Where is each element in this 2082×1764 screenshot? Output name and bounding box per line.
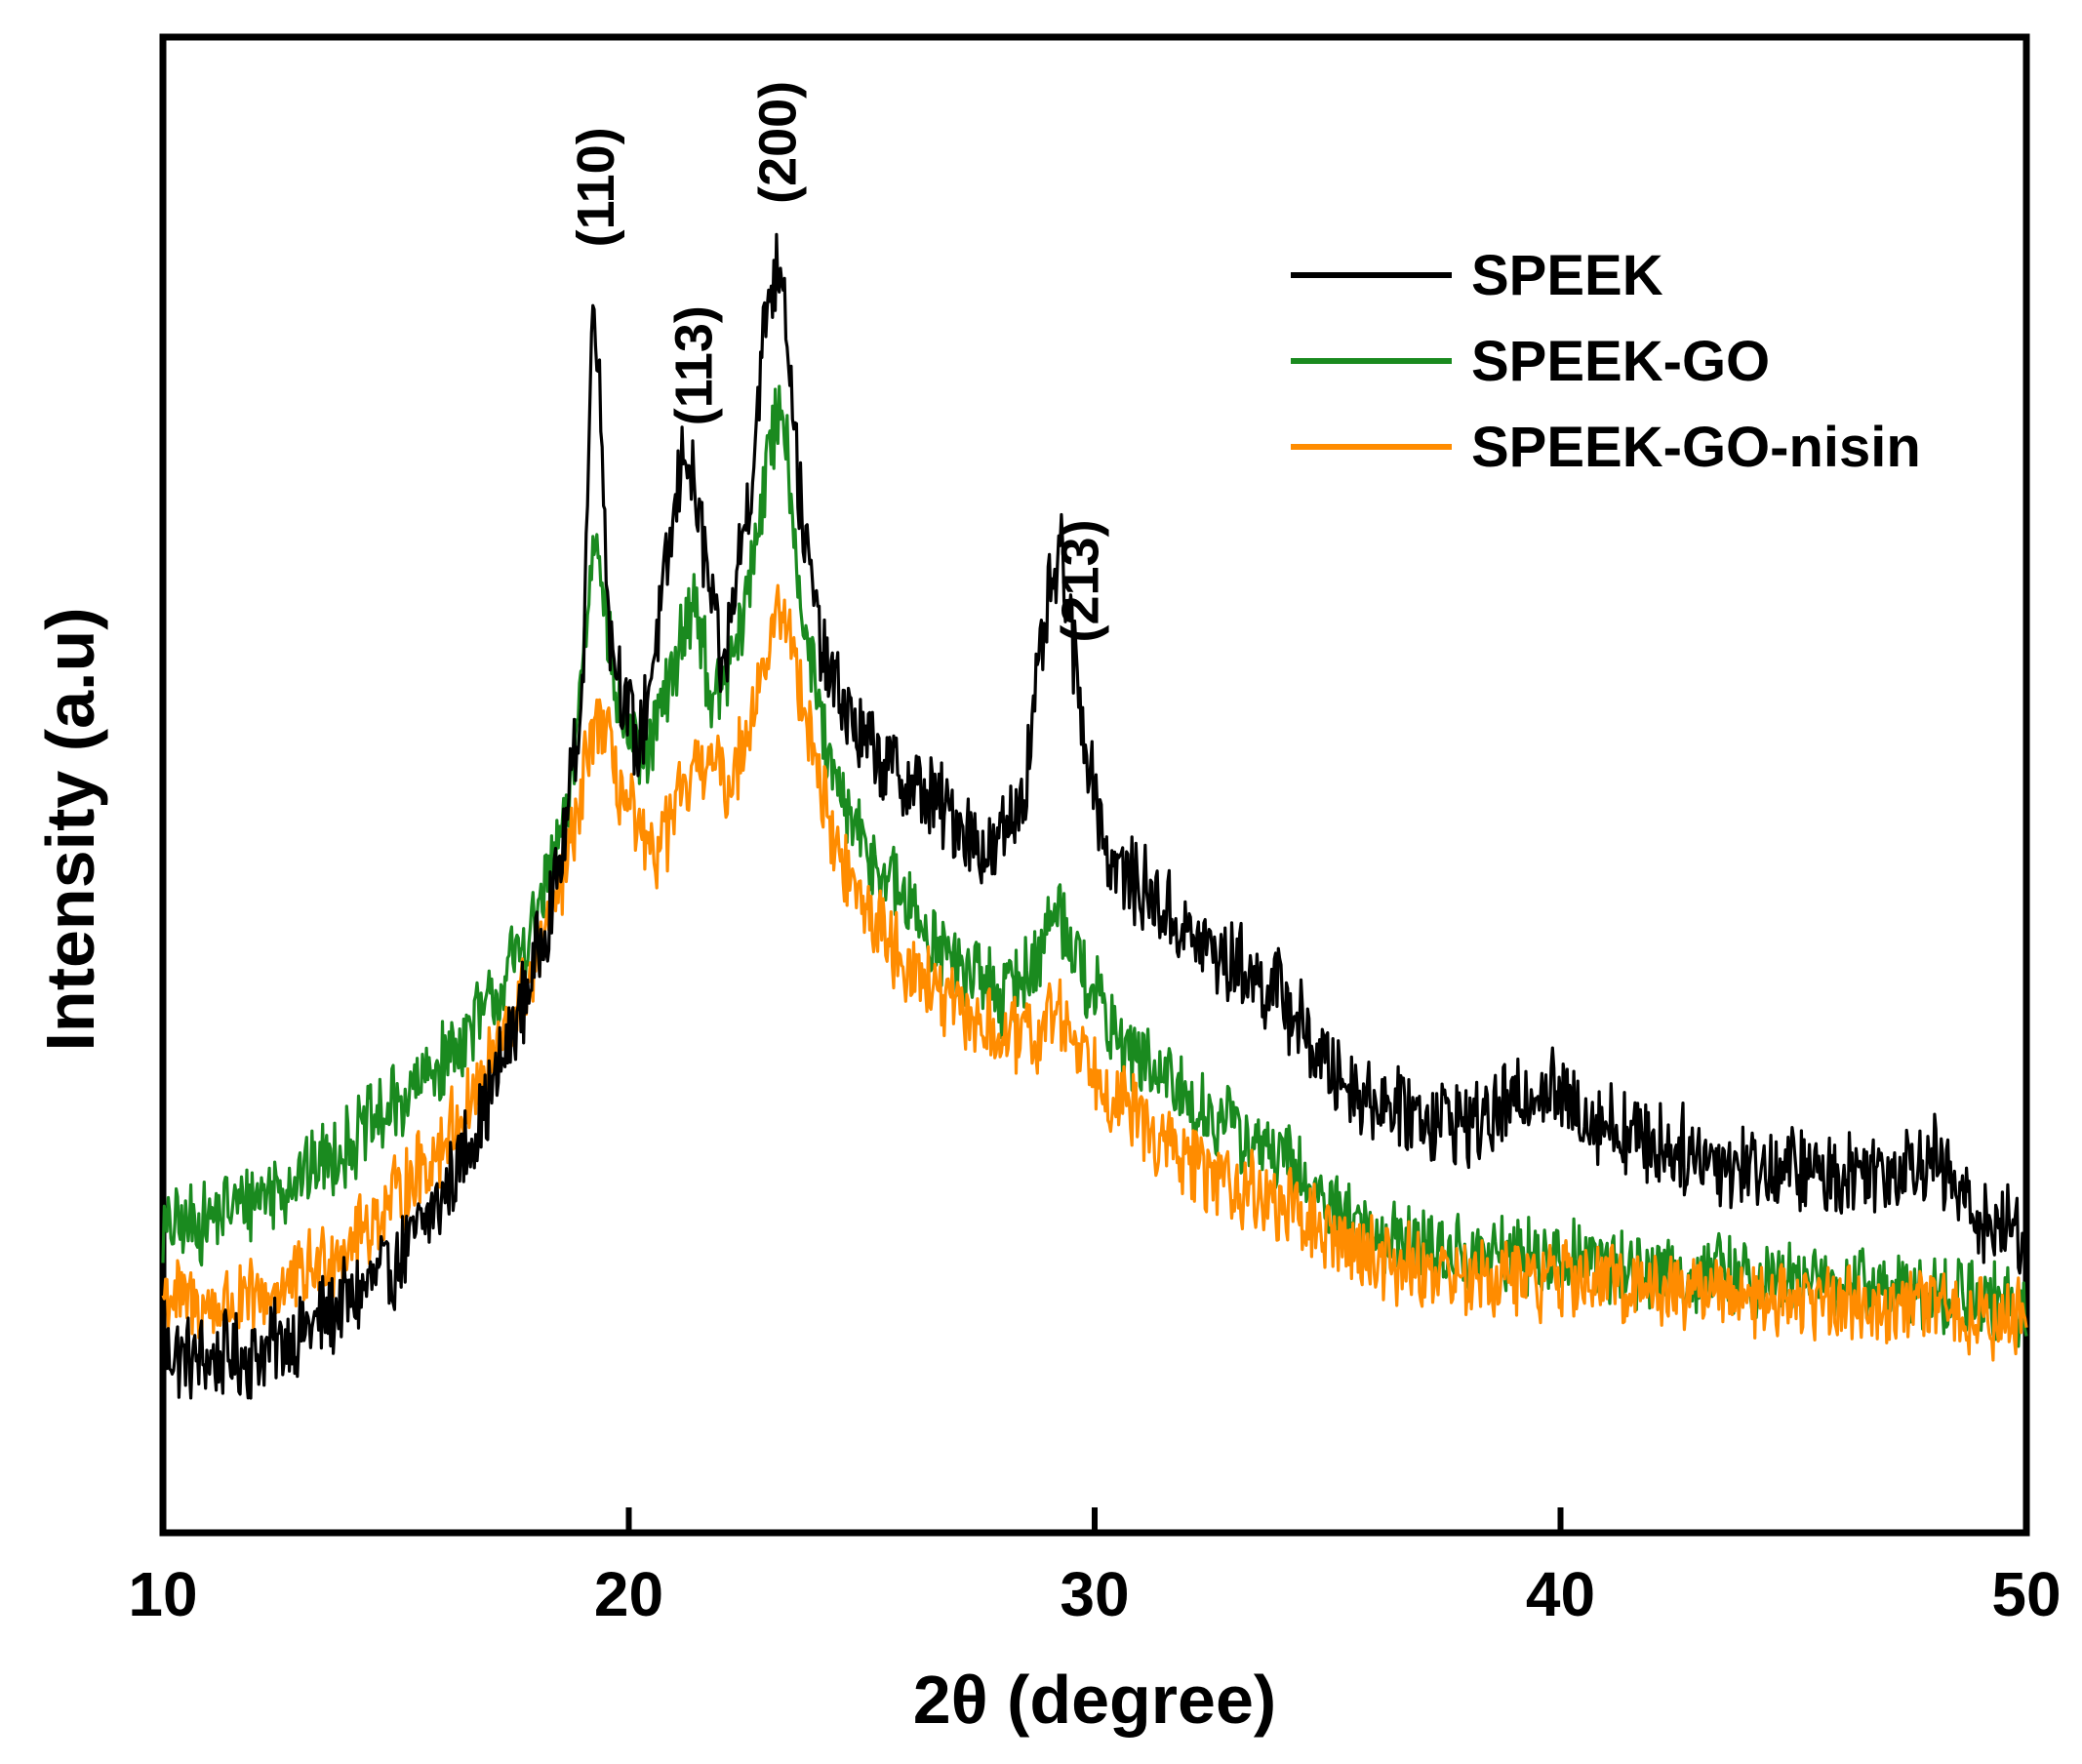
series-line-speek-go — [161, 384, 2028, 1348]
x-tick-label: 20 — [594, 1559, 663, 1629]
y-axis-title: Intensity (a.u) — [32, 607, 108, 1051]
legend-label-speek-go-nisin: SPEEK-GO-nisin — [1471, 416, 1921, 479]
legend-label-speek-go: SPEEK-GO — [1471, 330, 1770, 393]
legend-label-speek: SPEEK — [1471, 244, 1663, 307]
peak-label: (110) — [567, 127, 625, 247]
peak-label: (200) — [748, 81, 807, 204]
peak-label: (113) — [664, 305, 723, 425]
peak-label: (213) — [1052, 519, 1110, 642]
series-layer — [161, 232, 2028, 1400]
x-tick-label: 30 — [1060, 1559, 1129, 1629]
x-tick-label: 10 — [128, 1559, 197, 1629]
legend: SPEEK SPEEK-GO SPEEK-GO-nisin — [1291, 244, 1921, 479]
peak-annotations: (110) (113) (200) (213) — [567, 81, 1110, 643]
x-axis-title: 2θ (degree) — [913, 1662, 1276, 1738]
x-tick-label: 40 — [1526, 1559, 1595, 1629]
series-line-speek — [161, 232, 2028, 1400]
x-tick-label: 50 — [1991, 1559, 2061, 1629]
x-axis: 10 20 30 40 50 — [128, 1507, 2062, 1629]
series-line-speek-go-nisin — [161, 583, 2028, 1362]
